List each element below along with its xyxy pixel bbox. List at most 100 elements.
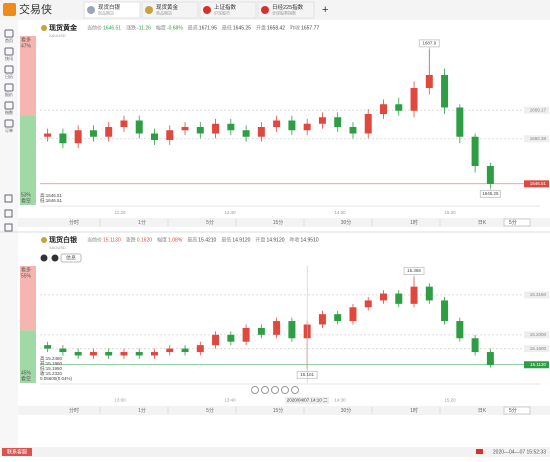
candle-body (181, 348, 189, 353)
bull-pct: 47% (21, 43, 32, 49)
nav-label[interactable]: 首页 (5, 37, 13, 43)
nav-button[interactable] (271, 386, 279, 394)
candle-body (59, 348, 67, 353)
symbol-icon (41, 237, 47, 243)
period[interactable]: 15分 (273, 407, 284, 414)
info-btn-label[interactable]: 信息 (66, 254, 76, 261)
candle-body (135, 120, 143, 134)
candle-body (242, 327, 250, 342)
period[interactable]: 1时 (410, 219, 418, 226)
nav-label[interactable]: 指数 (5, 109, 13, 115)
nav-icon[interactable] (4, 101, 14, 110)
period[interactable]: 日K (478, 220, 487, 226)
period[interactable]: 1时 (410, 407, 418, 414)
alert-btn[interactable] (40, 254, 48, 262)
period[interactable]: 5分 (206, 407, 214, 414)
nav-label[interactable]: 日历 (5, 74, 13, 79)
candle-body (410, 286, 418, 304)
candle-body (364, 300, 372, 308)
tab[interactable] (83, 1, 141, 19)
current-box (524, 180, 549, 188)
tab-title[interactable]: 日经225指数 (272, 3, 304, 11)
candle-body (380, 293, 387, 301)
stat-value: 1646.51 (103, 25, 121, 31)
candle-body (59, 133, 67, 144)
nav-button[interactable] (261, 386, 269, 394)
stat-label: 幅度 (156, 24, 166, 31)
period[interactable]: 5分 (206, 219, 214, 226)
period-select[interactable]: 5分 (509, 219, 517, 226)
period-select-box[interactable] (503, 218, 531, 227)
tab[interactable] (141, 1, 199, 19)
candle-body (257, 127, 265, 137)
nav-label[interactable]: 报价 (5, 91, 13, 97)
stat-value: -0.68% (167, 25, 183, 31)
service-btn[interactable] (2, 448, 32, 456)
period[interactable]: 日K (478, 408, 487, 414)
nav-button[interactable] (291, 386, 299, 394)
nav-icon[interactable] (4, 119, 14, 128)
annotation-box (403, 267, 425, 276)
candle-body (349, 307, 357, 322)
symbol-name[interactable]: 现货白银 (49, 235, 78, 244)
stat-value: 15.1130 (103, 237, 121, 243)
candle-body (105, 127, 113, 137)
info-btn[interactable] (60, 253, 82, 263)
stat-value: 1.08% (168, 237, 183, 243)
stat-value: 1645.25 (233, 25, 251, 31)
period[interactable]: 分时 (69, 219, 79, 226)
fav-btn[interactable] (51, 254, 59, 262)
period-select[interactable]: 5分 (509, 407, 517, 414)
candle-body (441, 75, 449, 108)
annotation-box (418, 39, 440, 48)
nav-button[interactable] (251, 386, 259, 394)
stat-label: 幅度 (157, 236, 167, 243)
candle-body (395, 104, 403, 111)
nav-label[interactable]: 订单 (5, 127, 13, 133)
tool-icon[interactable] (4, 223, 13, 232)
candle-body (349, 127, 357, 134)
stat-value: 15.4210 (198, 237, 216, 243)
period[interactable]: 1分 (138, 219, 146, 226)
candle-body (151, 352, 158, 356)
period[interactable]: 分时 (69, 407, 79, 414)
candle-body (135, 352, 143, 356)
period[interactable]: 15分 (273, 219, 284, 226)
period[interactable]: 1分 (138, 407, 146, 414)
tab-sub: 商品期货 (98, 10, 114, 16)
y-tick-box (524, 291, 549, 299)
x-tick-label: 14:00 (334, 210, 346, 215)
candle-body (288, 321, 296, 339)
period-select-box[interactable] (503, 406, 531, 415)
y-tick-label: 15.2000 (530, 332, 547, 337)
crosshair-box (285, 397, 330, 404)
nav-button[interactable] (281, 386, 289, 394)
ohlc-info: 低:1646.51 (40, 197, 63, 204)
symbol-name[interactable]: 现货黄金 (49, 23, 78, 32)
annotation: 15.368 (407, 268, 421, 273)
tab[interactable] (199, 1, 257, 19)
nav-label[interactable]: 快讯 (5, 55, 13, 61)
ohlc-info: 高:1646.51 (40, 192, 63, 199)
tab-title[interactable]: 上证指数 (214, 3, 237, 11)
tool-icon[interactable] (4, 209, 13, 218)
ohlc-info: 低:15.1950 (40, 365, 63, 372)
bear-label: 看空 (21, 375, 31, 382)
tab-title[interactable]: 现货白银 (98, 3, 121, 11)
service[interactable]: 联系客服 (7, 448, 27, 455)
y-tick-label: 1660.38 (530, 136, 547, 141)
nav-icon[interactable] (4, 29, 14, 38)
nav-icon[interactable] (4, 83, 14, 92)
nav-icon[interactable] (4, 65, 14, 74)
period[interactable]: 30分 (341, 407, 352, 414)
candle-body (166, 348, 174, 353)
tab-icon (261, 6, 269, 14)
tool-icon[interactable] (4, 194, 13, 203)
candle-body (318, 117, 326, 124)
add-tab[interactable]: + (322, 4, 328, 16)
tab-title[interactable]: 现货黄金 (156, 3, 179, 11)
period[interactable]: 30分 (341, 219, 352, 226)
stat-label: 开盘 (256, 24, 266, 31)
nav-icon[interactable] (4, 47, 14, 56)
tab[interactable] (257, 1, 315, 19)
